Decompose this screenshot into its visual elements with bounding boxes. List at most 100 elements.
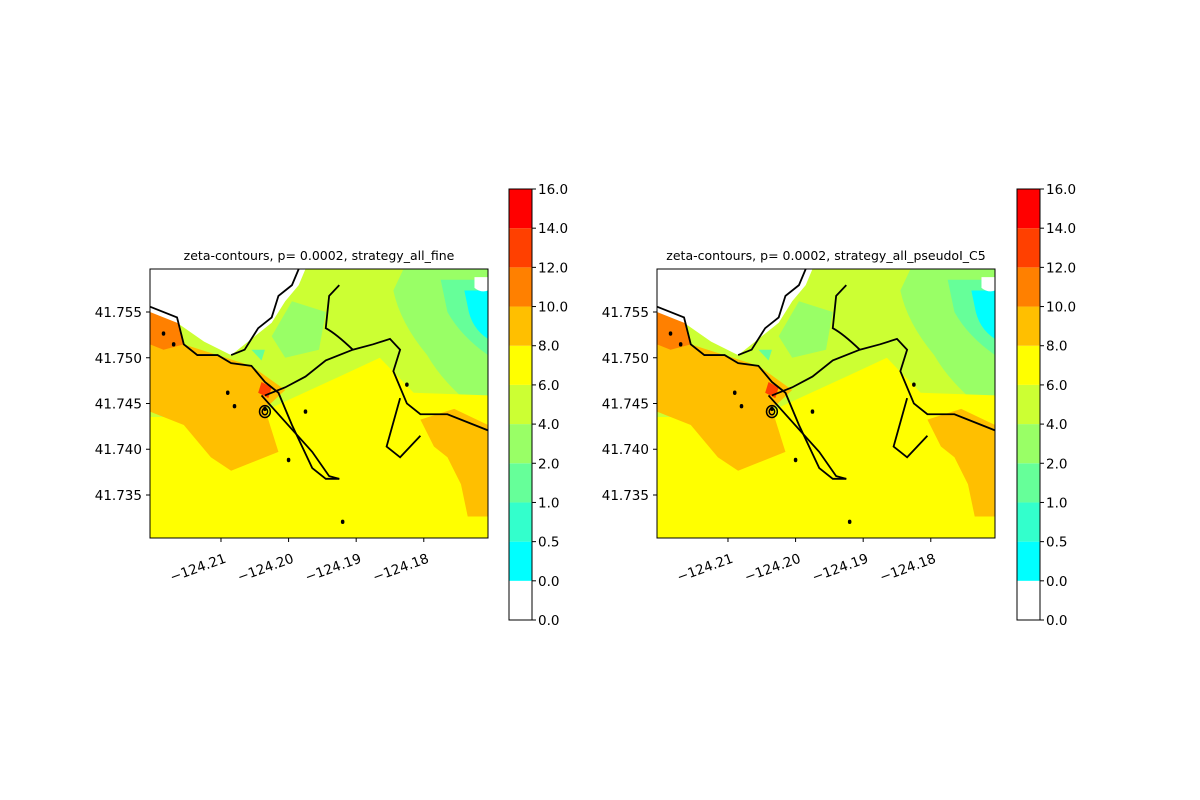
coastline-contour: [387, 398, 421, 457]
coastline-contour: [772, 339, 995, 430]
colorbar-segment: [509, 541, 532, 581]
colorbar-tick-label: 8.0: [538, 339, 559, 355]
colorbar-segment: [1017, 463, 1040, 503]
colorbar-segment: [1017, 345, 1040, 385]
contour-region: [464, 290, 488, 339]
y-tick-label: 41.735: [602, 488, 649, 504]
y-tick-label: 41.745: [602, 397, 649, 413]
island-marker: [286, 457, 291, 463]
colorbar-segment: [509, 306, 532, 346]
colorbar-segment: [509, 267, 532, 307]
colorbar-tick-label: 4.0: [1046, 417, 1067, 433]
colorbar-segment: [1017, 580, 1040, 620]
colorbar-tick-label: 14.0: [538, 221, 568, 237]
colorbar-tick-label: 0.0: [538, 574, 559, 590]
colorbar-segment: [1017, 189, 1040, 229]
coastline-contour: [265, 339, 488, 430]
y-tick-label: 41.750: [602, 351, 649, 367]
colorbar-segment: [509, 580, 532, 620]
coastline-contour: [769, 395, 847, 478]
colorbar-tick-label: 1.0: [538, 495, 559, 511]
colorbar-segment: [1017, 384, 1040, 425]
colorbar-tick-label: 2.0: [538, 456, 559, 472]
colorbar-segment: [509, 502, 532, 542]
contour-region: [251, 349, 265, 361]
x-tick-label: −124.20: [742, 551, 803, 586]
colorbar-tick-label: 0.5: [1046, 535, 1067, 551]
contour-region: [778, 301, 833, 358]
colorbar-tick-label: 6.0: [1046, 378, 1067, 394]
contour-region: [150, 269, 306, 356]
island-contour: [765, 404, 779, 419]
island-marker: [678, 342, 683, 347]
x-tick-label: −124.18: [878, 551, 939, 586]
coastline-contour: [150, 307, 339, 479]
y-tick-label: 41.750: [95, 351, 142, 367]
colorbar-tick-label: 0.0: [1046, 613, 1067, 629]
colorbar-segment: [1017, 502, 1040, 542]
colorbar-tick-label: 12.0: [538, 260, 568, 276]
contour-region: [971, 290, 995, 339]
island-marker: [668, 331, 673, 336]
island-marker: [405, 382, 409, 387]
contour-region: [981, 277, 995, 292]
colorbar-segment: [1017, 306, 1040, 346]
coastline-contour: [262, 395, 340, 478]
island-contour: [768, 407, 776, 416]
coastline-contour: [326, 285, 353, 350]
contour-region: [758, 349, 772, 361]
island-marker: [340, 519, 345, 525]
coastline-contour: [231, 269, 299, 355]
contour-map: [657, 269, 995, 538]
colorbar-segment: [509, 345, 532, 385]
y-tick-label: 41.745: [95, 397, 142, 413]
colorbar-tick-label: 1.0: [1046, 495, 1067, 511]
contour-region: [474, 277, 488, 292]
colorbar-segment: [509, 228, 532, 268]
y-tick-label: 41.735: [95, 488, 142, 504]
contour-region: [927, 408, 995, 517]
colorbar-tick-label: 6.0: [538, 378, 559, 394]
island-marker: [912, 382, 916, 387]
contour-region: [657, 306, 793, 471]
colorbar-tick-label: 8.0: [1046, 339, 1067, 355]
coastline-contour: [894, 398, 928, 457]
coastline-contour: [833, 285, 860, 350]
colorbar-tick-label: 0.0: [1046, 574, 1067, 590]
colorbar-tick-label: 0.0: [538, 613, 559, 629]
chart-panel-1: zeta-contours, p= 0.0002, strategy_all_f…: [95, 182, 568, 629]
island-marker: [171, 342, 176, 347]
x-tick-label: −124.18: [371, 551, 432, 586]
colorbar-tick-label: 12.0: [1046, 260, 1076, 276]
colorbar-tick-label: 2.0: [1046, 456, 1067, 472]
y-tick-label: 41.740: [95, 442, 142, 458]
x-tick-label: −124.19: [303, 551, 364, 586]
coastline-contour: [657, 307, 846, 479]
island-marker: [793, 457, 798, 463]
colorbar-frame: [1016, 188, 1041, 621]
coastline-contour: [738, 269, 806, 355]
contour-region: [150, 357, 488, 538]
contour-region: [150, 306, 286, 471]
island-marker: [739, 403, 744, 409]
island-marker: [303, 409, 308, 414]
island-contour: [258, 404, 272, 419]
y-tick-label: 41.740: [602, 442, 649, 458]
island-marker: [847, 519, 852, 525]
chart-title: zeta-contours, p= 0.0002, strategy_all_f…: [184, 248, 455, 263]
colorbar-tick-label: 16.0: [1046, 182, 1076, 198]
island-marker: [161, 331, 166, 336]
colorbar-tick-label: 16.0: [538, 182, 568, 198]
contour-region: [657, 269, 813, 356]
colorbar-tick-label: 0.5: [538, 535, 559, 551]
contour-region: [420, 408, 488, 517]
x-tick-label: −124.21: [675, 551, 736, 586]
contour-map: [150, 269, 488, 538]
chart-title: zeta-contours, p= 0.0002, strategy_all_p…: [666, 248, 985, 263]
island-marker: [232, 403, 237, 409]
island-contour: [261, 407, 269, 416]
colorbar-tick-label: 4.0: [538, 417, 559, 433]
contour-region: [271, 301, 326, 358]
colorbar-segment: [509, 424, 532, 464]
